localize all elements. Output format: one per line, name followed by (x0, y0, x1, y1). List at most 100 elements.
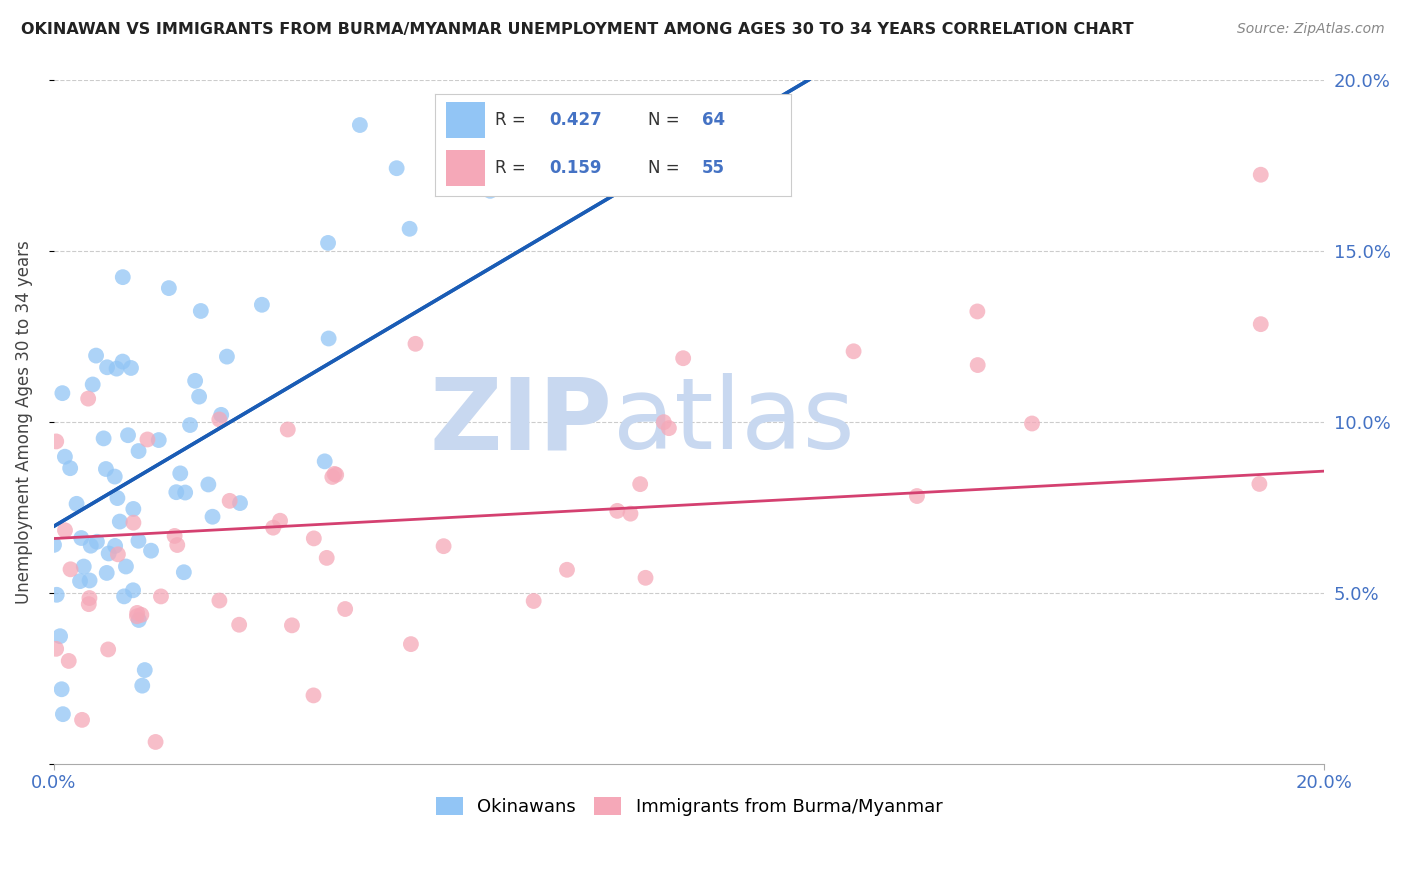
Text: atlas: atlas (613, 374, 855, 470)
Point (52, 707, 75, 722)
Point (131, 607, 153, 622)
Legend: Okinawans, Immigrants from Burma/Myanmar: Okinawans, Immigrants from Burma/Myanmar (429, 789, 949, 823)
Point (333, 602, 356, 616)
Point (108, 515, 131, 529)
Point (45, 588, 67, 602)
Point (104, 539, 127, 553)
Point (269, 514, 291, 528)
Point (42, 538, 65, 552)
Point (127, 606, 149, 620)
Point (302, 689, 325, 703)
Point (302, 532, 325, 546)
Point (97, 546, 120, 560)
Point (432, 539, 454, 553)
Point (45, 641, 67, 656)
Point (112, 590, 135, 604)
Point (323, 467, 346, 481)
Point (966, 304, 988, 318)
Point (136, 433, 159, 447)
Point (966, 358, 988, 372)
Point (228, 617, 250, 632)
Point (77, 597, 100, 611)
Point (315, 550, 337, 565)
Point (53, 450, 76, 464)
Point (49, 629, 72, 643)
Point (250, 298, 273, 312)
Point (398, 221, 420, 235)
Point (107, 547, 129, 561)
Point (321, 470, 343, 484)
Point (658, 421, 681, 435)
Point (111, 354, 134, 368)
Point (215, 350, 238, 364)
Point (51, 386, 73, 401)
Point (318, 331, 340, 345)
Point (169, 467, 191, 481)
Point (128, 613, 150, 627)
Point (73, 559, 96, 574)
Point (148, 433, 170, 447)
Point (65, 497, 87, 511)
Point (97, 642, 120, 657)
Point (201, 509, 224, 524)
Point (229, 496, 252, 510)
Point (96, 360, 118, 375)
Point (672, 351, 695, 366)
Point (122, 583, 145, 598)
Point (139, 543, 162, 558)
Point (1021, 417, 1043, 431)
Point (105, 491, 128, 505)
Point (523, 594, 546, 608)
Point (128, 444, 150, 458)
Point (58, 654, 80, 668)
Point (188, 390, 211, 404)
Point (163, 529, 186, 543)
Point (86, 534, 108, 549)
Point (218, 493, 240, 508)
Point (84, 349, 107, 363)
Point (70, 531, 93, 545)
Point (325, 467, 347, 482)
Point (79, 574, 101, 588)
Point (120, 361, 142, 376)
Point (96, 566, 118, 580)
Point (131, 679, 153, 693)
Point (628, 477, 651, 491)
Point (53, 523, 76, 537)
Point (79, 591, 101, 605)
Point (1249, 477, 1271, 491)
Point (209, 408, 232, 422)
Point (122, 502, 145, 516)
Point (652, 415, 675, 429)
Point (117, 428, 139, 442)
Point (281, 618, 304, 632)
Point (70, 713, 93, 727)
Point (1250, 317, 1272, 331)
Point (314, 454, 336, 468)
Point (179, 417, 201, 432)
Point (115, 559, 138, 574)
Point (104, 469, 127, 483)
Point (134, 663, 156, 677)
Point (349, 118, 371, 132)
Point (122, 516, 145, 530)
Point (479, 184, 502, 198)
Point (127, 533, 149, 548)
Point (842, 344, 865, 359)
Point (125, 609, 148, 624)
Point (606, 504, 628, 518)
Point (405, 336, 427, 351)
Point (82, 377, 104, 392)
Point (634, 571, 657, 585)
Point (69, 574, 91, 588)
Point (45, 434, 67, 449)
Point (94, 462, 117, 476)
Point (555, 563, 578, 577)
Point (145, 735, 167, 749)
Point (105, 361, 128, 376)
Point (51, 682, 73, 697)
Point (1250, 168, 1272, 182)
Point (157, 281, 180, 295)
Text: Source: ZipAtlas.com: Source: ZipAtlas.com (1237, 22, 1385, 37)
Point (399, 637, 422, 651)
